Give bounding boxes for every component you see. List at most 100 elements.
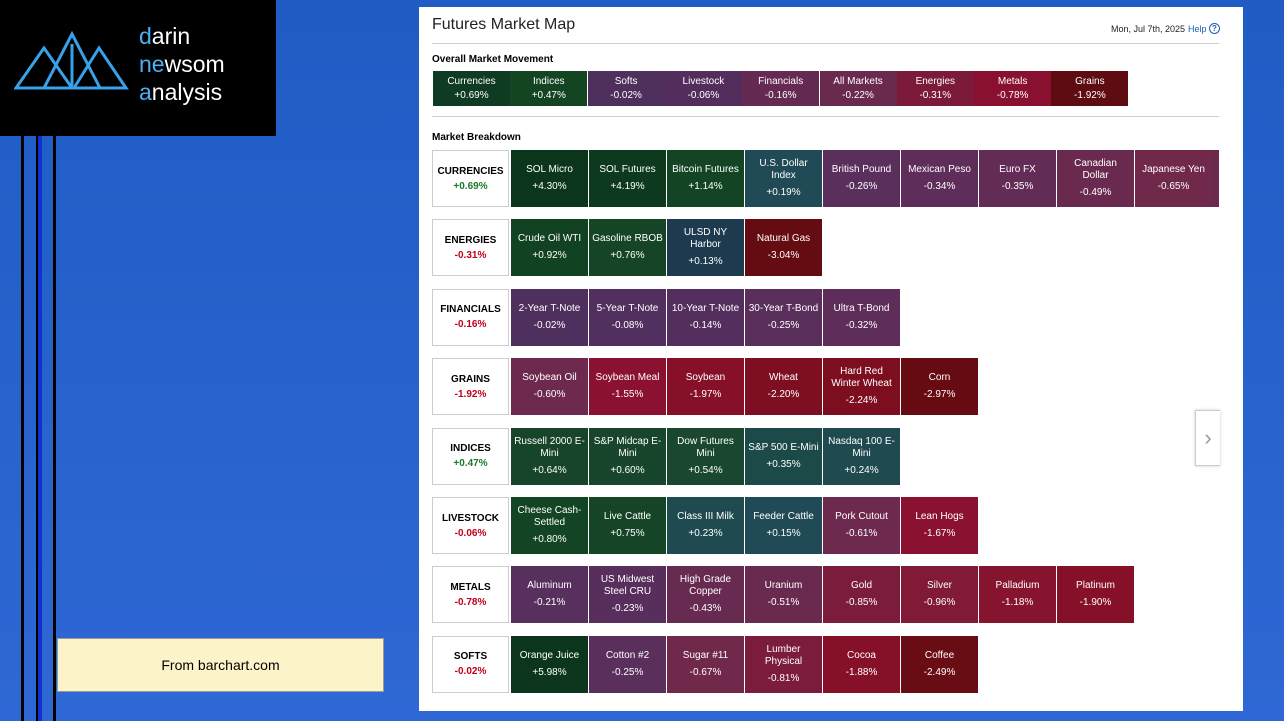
tile-name: Indices	[532, 75, 565, 87]
tile-change: -0.96%	[923, 597, 956, 609]
group-change: -0.16%	[454, 319, 487, 331]
tile-name: Live Cattle	[603, 511, 652, 522]
tile-name: Hard Red Winter Wheat	[831, 366, 892, 390]
tile-name: Russell 2000 E-Mini	[514, 435, 585, 459]
tile: Live Cattle +0.75%	[589, 497, 666, 554]
tile: Financials -0.16%	[742, 71, 820, 106]
tile-name: Gasoline RBOB	[592, 233, 663, 245]
tile: Silver -0.96%	[901, 566, 978, 624]
tile-change: -0.78%	[996, 89, 1029, 101]
tile-change: +0.24%	[844, 464, 879, 476]
tile-name: Dow Futures Mini	[677, 435, 734, 459]
tile-change: -0.02%	[610, 89, 642, 101]
next-arrow[interactable]: ›	[1195, 410, 1220, 466]
tile: Dow Futures Mini +0.54%	[667, 427, 744, 485]
tile: 10-Year T-Note -0.14%	[667, 288, 744, 346]
tile-change: +0.23%	[688, 528, 723, 539]
tile-name: US Midwest Steel CRU	[600, 574, 655, 598]
tile: Russell 2000 E-Mini +0.64%	[511, 427, 588, 485]
tile-name: Cotton #2	[605, 649, 650, 661]
tile-change: -1.18%	[1001, 597, 1034, 609]
tile-change: +0.35%	[766, 458, 801, 470]
tile-change: -0.49%	[1079, 187, 1112, 198]
tile-name: SOL Micro	[526, 164, 573, 175]
tile: Feeder Cattle +0.15%	[745, 497, 822, 554]
help-icon[interactable]: ?	[1209, 23, 1220, 34]
tile: Aluminum -0.21%	[511, 566, 588, 624]
tile: Gold -0.85%	[823, 566, 900, 624]
tile: Soybean Meal -1.55%	[589, 358, 666, 416]
tile: Cotton #2 -0.25%	[589, 635, 666, 693]
tile: Currencies +0.69%	[433, 71, 510, 106]
tile: Japanese Yen -0.65%	[1135, 150, 1212, 207]
tile-change: -0.25%	[611, 666, 644, 678]
tile-change: -3.04%	[767, 250, 800, 262]
logo-box: darin newsom analysis	[0, 0, 276, 136]
tile: Cocoa -1.88%	[823, 635, 900, 693]
tile: ULSD NY Harbor +0.13%	[667, 219, 744, 277]
tile-change: -0.67%	[689, 666, 722, 678]
group-name: FINANCIALS	[440, 304, 501, 316]
tile-name: Wheat	[769, 372, 798, 384]
tile-change: +4.19%	[610, 181, 645, 192]
tile-name: Grains	[1075, 75, 1105, 87]
tile-change: +0.64%	[532, 464, 567, 476]
tile: Soybean -1.97%	[667, 358, 744, 416]
tile: SOL Futures +4.19%	[589, 150, 666, 207]
tile-change: -0.06%	[687, 89, 720, 101]
tile-change: -0.60%	[533, 389, 566, 401]
tile: Crude Oil WTI +0.92%	[511, 219, 588, 277]
tile-name: High Grade Copper	[679, 574, 732, 598]
logo-accent: a	[139, 79, 152, 105]
tile-change: +0.54%	[688, 464, 723, 476]
tile-name: 10-Year T-Note	[671, 302, 740, 314]
group-change: +0.47%	[453, 458, 488, 470]
tile: Gasoline RBOB +0.76%	[589, 219, 666, 277]
tile: 30-Year T-Bond -0.25%	[745, 288, 822, 346]
tile-name: Japanese Yen	[1142, 164, 1205, 175]
tile-name: British Pound	[831, 164, 892, 175]
title: Futures Market Map	[432, 16, 576, 33]
tile-name: 5-Year T-Note	[596, 302, 659, 314]
panel: Futures Market Map Mon, Jul 7th, 2025 He…	[419, 7, 1243, 711]
tile-change: +0.75%	[610, 528, 645, 539]
tile: Coffee -2.49%	[901, 635, 978, 693]
tile-change: -2.20%	[767, 389, 800, 401]
tile-change: -0.61%	[845, 528, 878, 539]
group-name: LIVESTOCK	[441, 512, 500, 524]
source-note: From barchart.com	[57, 638, 384, 692]
date: Mon, Jul 7th, 2025	[1111, 24, 1186, 34]
logo-rest: nalysis	[151, 79, 223, 105]
help-link[interactable]: Help	[1188, 24, 1207, 34]
tile: Softs -0.02%	[587, 71, 665, 106]
group-change: -0.06%	[454, 527, 487, 539]
tile-change: -0.65%	[1157, 181, 1190, 192]
section-title: Overall Market Movement	[432, 54, 554, 65]
tile: All Markets -0.22%	[819, 71, 897, 106]
tile-change: -1.88%	[845, 666, 878, 678]
group-change: -1.92%	[454, 388, 487, 400]
tile-change: -0.31%	[919, 89, 952, 101]
tile-change: -0.21%	[533, 597, 566, 609]
tile-name: Corn	[928, 372, 951, 384]
tile: Hard Red Winter Wheat -2.24%	[823, 358, 900, 416]
tile-name: Canadian Dollar	[1074, 158, 1117, 181]
tile: High Grade Copper -0.43%	[667, 566, 744, 624]
logo-line: analysis	[139, 78, 225, 106]
tile-change: +0.60%	[610, 464, 645, 476]
tile-name: Lumber Physical	[764, 643, 803, 667]
tile-name: ULSD NY Harbor	[683, 227, 728, 251]
group-label: METALS -0.78%	[432, 566, 509, 624]
tile-name: Uranium	[764, 580, 803, 592]
tile-change: +0.15%	[766, 528, 801, 539]
tile-change: -0.23%	[611, 603, 644, 615]
tile-name: Silver	[926, 580, 952, 592]
tile-name: Crude Oil WTI	[517, 233, 582, 245]
tile: Nasdaq 100 E-Mini +0.24%	[823, 427, 900, 485]
tile: Bitcoin Futures +1.14%	[667, 150, 744, 207]
tile-change: -0.81%	[767, 672, 800, 684]
group-label: LIVESTOCK -0.06%	[432, 497, 509, 554]
tile-change: -0.02%	[533, 319, 566, 331]
clipped-tile	[1212, 150, 1219, 207]
logo-rest: arin	[151, 23, 191, 49]
